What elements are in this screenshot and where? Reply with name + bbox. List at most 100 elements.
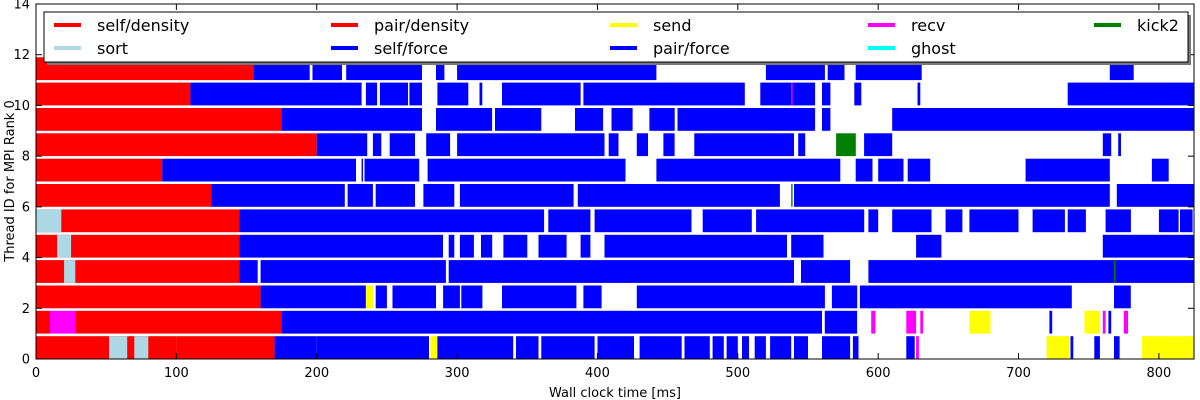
task-bar-density — [36, 310, 50, 334]
task-bar-force — [754, 336, 766, 359]
legend-label: self/force — [374, 39, 448, 58]
task-bar-force — [375, 184, 415, 207]
task-bar-force — [794, 336, 808, 359]
x-tick-label: 100 — [164, 366, 189, 381]
x-tick-label: 0 — [32, 366, 40, 381]
task-bar-force — [481, 234, 493, 258]
task-bar-force — [364, 158, 420, 182]
task-bar-force — [1025, 158, 1110, 182]
task-bar-force — [604, 234, 787, 258]
task-bar-force — [260, 285, 366, 309]
task-bar-force — [684, 336, 710, 359]
task-bar-force — [502, 285, 577, 309]
task-bar-sort — [57, 234, 72, 258]
task-bar-force — [577, 184, 780, 207]
y-tick-label: 12 — [13, 48, 30, 63]
task-bar-force — [907, 158, 931, 182]
task-bar-density — [36, 285, 261, 309]
task-bar-recv — [50, 310, 76, 334]
task-bar-force — [437, 82, 469, 106]
task-bar-sort — [36, 209, 62, 233]
thread-row-5 — [36, 209, 1193, 233]
plot-frame — [35, 3, 1195, 360]
task-bar-force — [906, 336, 915, 359]
task-bar-force — [597, 336, 634, 359]
task-bar-force — [436, 108, 493, 131]
axis-ticks: 0 100 200 300 400 500 600 700 800 0 2 4 6 8 10 12 14 — [13, 0, 1194, 381]
legend-label: send — [653, 16, 691, 35]
y-axis-label: Thread ID for MPI Rank 0 — [3, 100, 18, 262]
task-bar-force — [372, 133, 382, 157]
task-bar-force — [426, 133, 451, 157]
task-bar-force — [1049, 310, 1053, 334]
legend-item-pair_density: pair/density — [331, 16, 469, 35]
task-bar-density — [36, 209, 240, 233]
task-bar-sort — [109, 336, 128, 359]
task-bar-force — [437, 336, 514, 359]
task-bar-density — [36, 234, 240, 258]
task-bar-force — [239, 209, 545, 233]
task-bar-send — [365, 285, 373, 309]
task-bar-send — [1084, 310, 1100, 334]
task-bar-force — [1180, 209, 1193, 233]
legend-label: recv — [911, 16, 945, 35]
task-bar-force — [1108, 310, 1112, 334]
task-bar-force — [1102, 234, 1194, 258]
task-bar-force — [423, 184, 455, 207]
task-bar-density — [36, 82, 191, 106]
task-bar-force — [361, 158, 363, 182]
task-bars — [36, 57, 1194, 359]
task-bar-force — [436, 57, 445, 81]
y-tick-label: 6 — [22, 200, 30, 215]
task-bar-force — [459, 184, 574, 207]
legend-label: pair/density — [374, 16, 469, 35]
task-bar-recv — [871, 310, 876, 334]
task-bar-force — [712, 336, 724, 359]
task-bar-force — [694, 133, 794, 157]
task-bar-force — [495, 108, 542, 131]
thread-row-2 — [36, 285, 1131, 309]
task-bar-force — [1102, 133, 1112, 157]
task-bar-force — [892, 108, 1194, 131]
task-bar-kick2 — [1114, 260, 1116, 283]
task-bar-recv — [906, 310, 917, 334]
task-bar-force — [649, 108, 675, 131]
task-bar-kick2 — [836, 133, 856, 157]
legend-item-send: send — [610, 16, 691, 35]
legend-label: ghost — [911, 39, 956, 58]
task-bar-force — [379, 82, 408, 106]
thread-row-3 — [36, 260, 1194, 283]
legend-item-self_density: self/density — [54, 16, 189, 35]
x-tick-label: 700 — [1006, 366, 1031, 381]
task-bar-force — [742, 336, 749, 359]
task-bar-force — [281, 310, 823, 334]
task-bar-force — [211, 184, 345, 207]
task-bar-force — [541, 336, 595, 359]
task-bar-force — [794, 82, 816, 106]
task-bar-density — [36, 108, 282, 131]
task-bar-force — [1067, 82, 1194, 106]
task-bar-force — [1105, 209, 1131, 233]
task-bar-force — [274, 336, 317, 359]
task-bar-force — [677, 108, 816, 131]
task-bar-force — [663, 133, 675, 157]
task-bar-force — [639, 336, 682, 359]
task-bar-force — [365, 82, 378, 106]
task-bar-force — [855, 158, 873, 182]
task-bar-send — [430, 336, 438, 359]
task-bar-force — [760, 82, 794, 106]
thread-row-1 — [36, 310, 1128, 334]
task-bar-recv — [916, 336, 919, 359]
task-bar-force — [1116, 184, 1194, 207]
task-bar-force — [1114, 336, 1120, 359]
task-bar-force — [917, 82, 921, 106]
task-bar-force — [1158, 209, 1179, 233]
task-bar-force — [756, 209, 865, 233]
task-bar-force — [702, 209, 752, 233]
legend: self/density sort pair/density self/force se… — [43, 11, 1191, 65]
task-bar-force — [502, 82, 581, 106]
task-bar-send — [1046, 336, 1070, 359]
task-bar-force — [859, 285, 1072, 309]
task-bar-force — [608, 133, 619, 157]
